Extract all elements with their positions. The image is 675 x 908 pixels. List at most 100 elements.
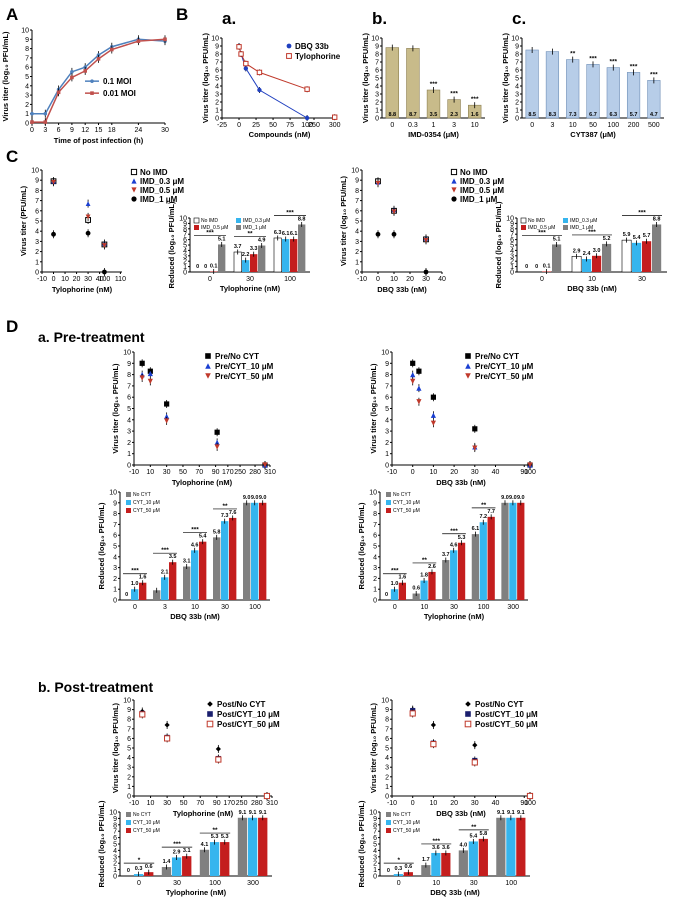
ba-y-tick-label: 0	[215, 116, 219, 123]
ba-legend-label: DBQ 33b	[295, 42, 329, 51]
db1-y-tick-label: 2	[127, 774, 131, 781]
da3-legend-swatch	[126, 492, 131, 497]
a-point-1	[43, 120, 48, 124]
da4-bar-1	[420, 580, 428, 600]
ba-x-tick-label: 300	[329, 122, 341, 129]
da4-y-tick-label: 5	[373, 544, 377, 551]
db2-x-axis-label: DBQ 33b (nM)	[436, 809, 486, 818]
db2-x-tick-label: 100	[524, 800, 536, 807]
bc-y-tick-label: 6	[515, 68, 519, 75]
da3-data-label: 5.4	[199, 534, 208, 540]
db3-sig-label: **	[212, 827, 218, 834]
da1-point-2	[147, 378, 153, 384]
da4-legend-label: CYT_50 μM	[393, 508, 420, 514]
da4-bar-0	[442, 560, 450, 600]
db4-legend-swatch	[386, 812, 391, 817]
bc-data-label: 5.7	[630, 112, 638, 118]
db3-bar-0	[237, 817, 248, 876]
c2-bar-3	[218, 244, 226, 272]
c3-y-tick-label: 3	[355, 239, 359, 246]
ba-y-tick-label: 6	[215, 68, 219, 75]
a-y-tick-label: 9	[25, 37, 29, 44]
c4-y-tick-label: 0	[510, 270, 514, 277]
a-x-tick-label: 18	[108, 127, 116, 134]
da2-y-tick-label: 7	[385, 383, 389, 390]
bb-x-axis-label: IMD-0354 (μM)	[408, 130, 459, 139]
db2-x-tick-label: 0	[411, 800, 415, 807]
db3-y-tick-label: 1	[113, 867, 117, 874]
da3-y-tick-label: 0	[113, 598, 117, 605]
ba-x-tick-label: 75	[286, 122, 294, 129]
db4-y-tick-label: 6	[373, 835, 377, 842]
da4-x-tick-label: 0	[393, 604, 397, 611]
da2-point-0	[410, 360, 416, 366]
db1-x-tick-label: 170	[223, 800, 235, 807]
bb-y-tick-label: 5	[375, 76, 379, 83]
bc-data-label: 6.7	[589, 112, 597, 118]
da4-x-tick-label: 300	[507, 604, 519, 611]
da3-y-tick-label: 1	[113, 587, 117, 594]
c2-bar-3	[298, 224, 306, 272]
da2-y-tick-label: 4	[385, 417, 389, 424]
bb-data-label: 2.3	[450, 112, 458, 118]
da4-bar-2	[517, 502, 525, 600]
ba-point-0	[243, 66, 249, 71]
c4-y-tick-label: 1	[510, 264, 514, 271]
c4-legend-label: IMD_1 μM	[570, 225, 593, 231]
c4-data-label: 5.2	[603, 236, 611, 242]
da2-point-2	[430, 420, 436, 426]
db2-legend-marker	[464, 720, 472, 728]
c2-data-label: 0.1	[210, 263, 218, 269]
da3-y-tick-label: 6	[113, 533, 117, 540]
da4-data-label: 7.7	[487, 509, 495, 515]
da3-y-tick-label: 5	[113, 544, 117, 551]
c1-legend-label: IMD_0.3 μM	[140, 177, 184, 186]
da4-data-label: 0	[385, 592, 388, 598]
a-y-tick-label: 2	[25, 102, 29, 109]
c4-data-label: 2.9	[573, 248, 581, 254]
da1-x-tick-label: 10	[146, 469, 154, 476]
da2-point-1	[410, 372, 416, 378]
da2-point-1	[416, 385, 422, 391]
da3-x-tick-label: 30	[221, 604, 229, 611]
c4-bar-0	[621, 239, 632, 273]
db2-y-tick-label: 2	[385, 774, 389, 781]
a-y-tick-label: 7	[25, 55, 29, 62]
da2-legend-marker	[465, 353, 471, 359]
da3-x-tick-label: 0	[133, 604, 137, 611]
a-y-tick-label: 1	[25, 111, 29, 118]
c2-data-label: 6.1	[290, 231, 298, 237]
c3-point-2	[423, 237, 429, 243]
ba-x-tick-label: 50	[269, 122, 277, 129]
da4-data-label: 9.0	[517, 495, 525, 501]
ba-y-tick-label: 4	[215, 84, 219, 91]
c1-legend-label: IMD_1 μM	[140, 195, 178, 204]
da4-x-tick-label: 10	[421, 604, 429, 611]
ba-point-0	[257, 87, 262, 93]
da4-legend-swatch	[386, 492, 391, 497]
db3-sig-label: *	[138, 857, 141, 864]
da1-point-1	[164, 413, 170, 420]
a-point-1	[30, 120, 34, 124]
section-title-pre: a. Pre-treatment	[38, 329, 145, 345]
da2-y-tick-label: 2	[385, 440, 389, 447]
c2-y-tick-label: 1	[183, 264, 187, 271]
db2-legend-label: Post/CYT_50 μM	[475, 720, 538, 729]
c4-data-label: 0	[525, 264, 528, 270]
da2-y-tick-label: 5	[385, 406, 389, 413]
db2-y-tick-label: 7	[385, 726, 389, 733]
bc-data-label: 4.7	[650, 112, 658, 118]
db2-y-tick-label: 6	[385, 736, 389, 743]
a-y-tick-label: 3	[25, 93, 29, 100]
da1-y-tick-label: 0	[127, 463, 131, 470]
a-y-axis-label: Virus titer (log₁₀ PFU/mL)	[1, 31, 10, 122]
c1-y-tick-label: 0	[35, 270, 39, 277]
bc-y-tick-label: 5	[515, 76, 519, 83]
ba-x-tick-label: 100	[301, 122, 313, 129]
db2-point-2	[430, 741, 437, 748]
c2-data-label: 3.7	[234, 244, 242, 250]
db3-y-tick-label: 2	[113, 861, 117, 868]
a-point-1	[136, 39, 141, 43]
db3-legend-label: CYT_50 μM	[133, 828, 160, 834]
da3-bar-0	[213, 537, 221, 600]
